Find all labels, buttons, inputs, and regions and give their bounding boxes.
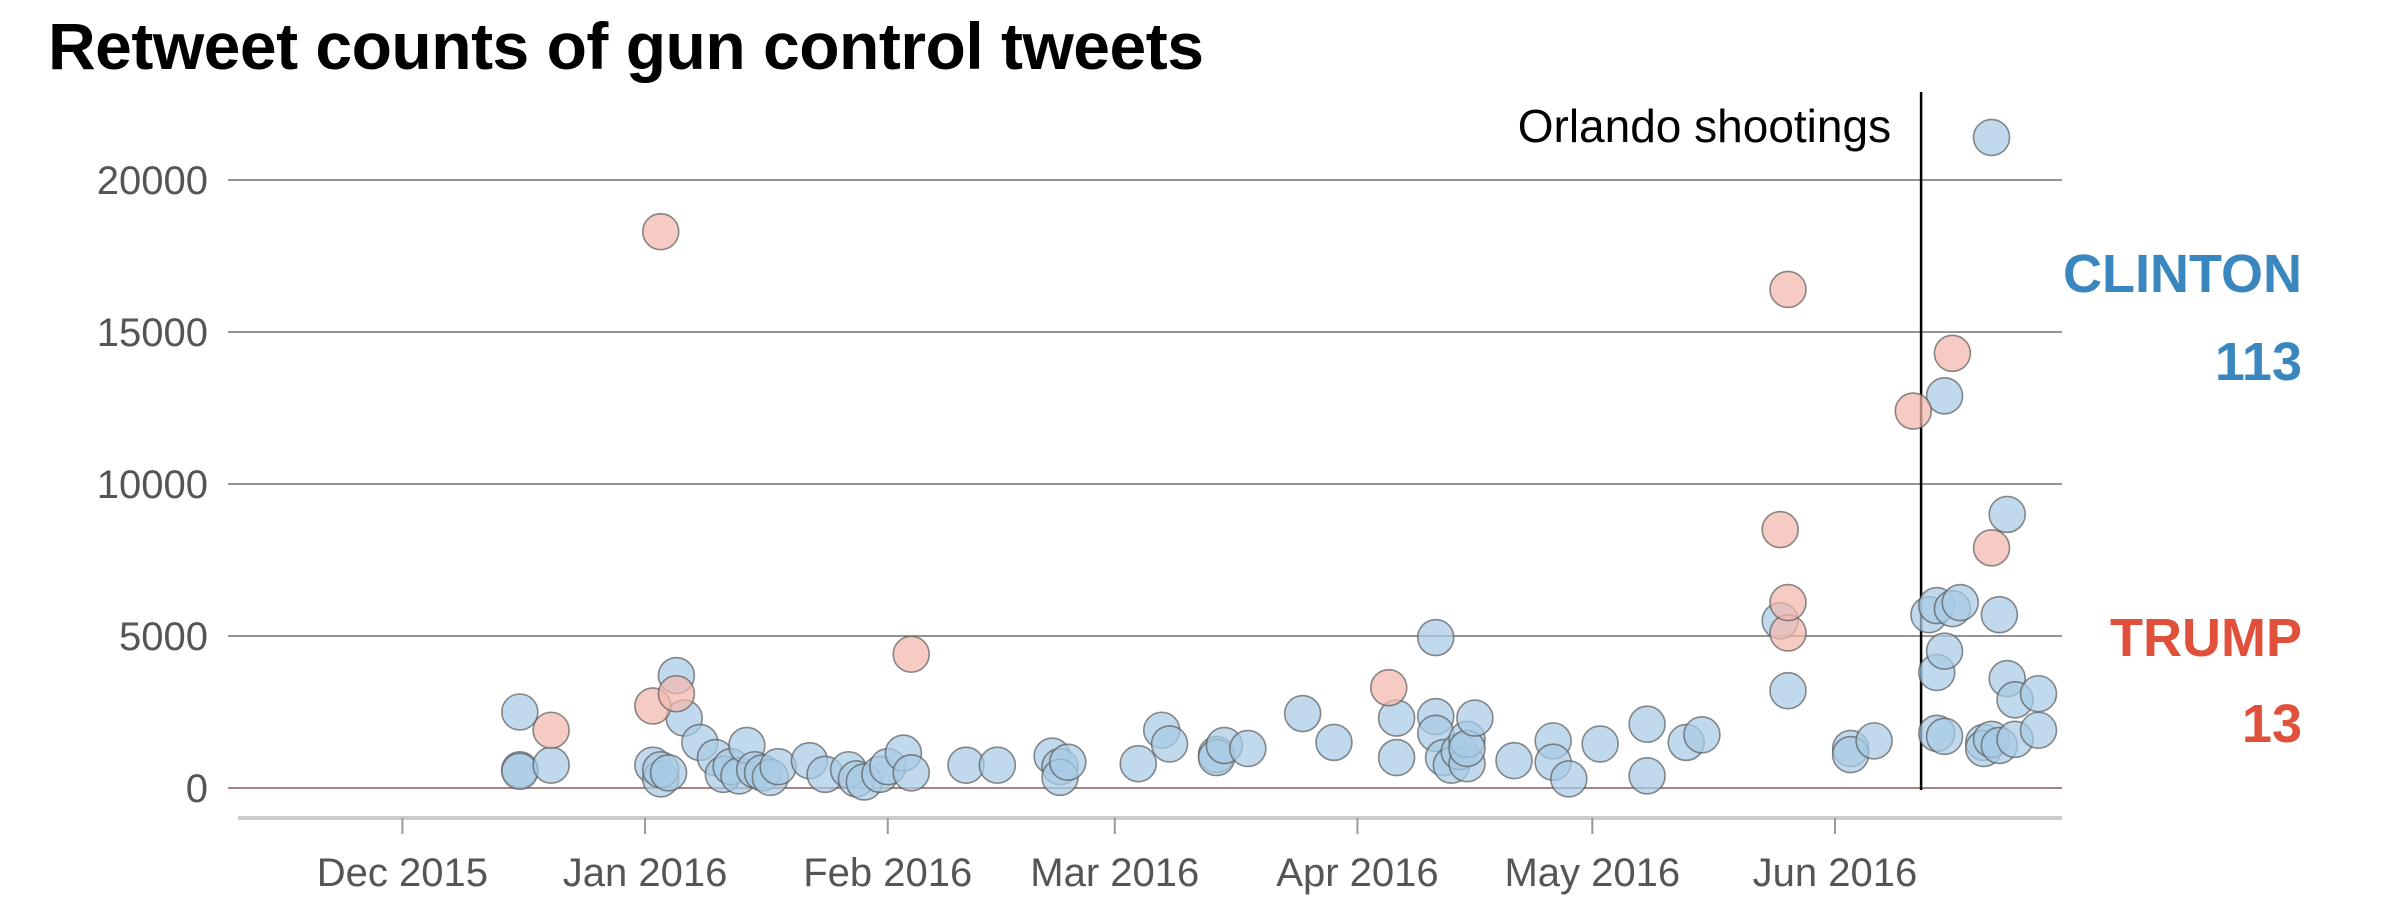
clinton-point	[1377, 738, 1416, 777]
clinton-label: CLINTON	[2063, 244, 2302, 304]
clinton-point	[892, 753, 931, 792]
clinton-point	[1628, 705, 1666, 743]
clinton-point	[1628, 757, 1666, 795]
y-tick-label: 15000	[97, 311, 208, 355]
data-points	[501, 118, 2058, 801]
x-tick-label: Jan 2016	[563, 851, 728, 895]
clinton-point	[1988, 495, 2027, 534]
clinton-point	[532, 746, 570, 785]
clinton-point	[1769, 671, 1807, 710]
clinton-point	[1315, 723, 1353, 762]
y-tick-label: 20000	[97, 159, 208, 203]
clinton-point	[1550, 760, 1588, 798]
trump-point	[1761, 510, 1799, 549]
trump-label: TRUMP	[2110, 608, 2302, 668]
x-tick-label: Mar 2016	[1030, 851, 1199, 895]
clinton-point	[1925, 632, 1964, 671]
x-tick-label: Feb 2016	[803, 851, 972, 895]
clinton-point	[1283, 694, 1322, 733]
clinton-point	[1150, 725, 1189, 763]
clinton-point	[501, 693, 539, 731]
x-tick-label: Apr 2016	[1276, 851, 1438, 895]
clinton-point	[1925, 377, 1964, 415]
trump-point	[657, 674, 696, 713]
clinton-point	[759, 747, 797, 786]
trump-point	[1769, 583, 1807, 622]
clinton-count: 113	[2215, 332, 2302, 392]
clinton-point	[1855, 722, 1893, 760]
trump-point	[1369, 668, 1408, 707]
clinton-point	[1972, 118, 2011, 157]
clinton-point	[1980, 595, 2019, 634]
clinton-point	[978, 746, 1017, 785]
trump-point	[1972, 529, 2011, 567]
trump-point	[1769, 270, 1807, 309]
clinton-point	[1683, 715, 1721, 754]
y-tick-label: 0	[186, 767, 208, 811]
x-tick-label: May 2016	[1504, 851, 1680, 895]
trump-point	[532, 711, 570, 750]
clinton-point	[2019, 674, 2058, 713]
trump-point	[641, 212, 680, 251]
clinton-point	[1049, 743, 1087, 781]
trump-point	[1894, 392, 1933, 430]
grid-lines	[228, 179, 2062, 789]
trump-count: 13	[2242, 694, 2302, 754]
clinton-point	[501, 752, 539, 791]
clinton-point	[1229, 729, 1267, 768]
y-tick-label: 5000	[119, 615, 208, 659]
x-tick-label: Jun 2016	[1753, 851, 1918, 895]
clinton-point	[1495, 741, 1533, 780]
annotations: Orlando shootings	[1518, 92, 1923, 790]
clinton-point	[1941, 583, 1980, 622]
series-labels: CLINTON 113 TRUMP 13	[2063, 244, 2302, 754]
clinton-point	[649, 753, 688, 792]
trump-point	[892, 635, 931, 674]
trump-point	[1933, 334, 1972, 373]
y-tick-label: 10000	[97, 463, 208, 507]
orlando-event-label: Orlando shootings	[1518, 100, 1891, 152]
chart-title: Retweet counts of gun control tweets	[48, 9, 1204, 83]
clinton-point	[1925, 717, 1964, 756]
clinton-point	[1581, 725, 1619, 763]
clinton-point	[1416, 618, 1455, 657]
clinton-point	[2019, 711, 2058, 750]
clinton-point	[1456, 699, 1494, 737]
clinton-point	[1119, 744, 1158, 783]
x-tick-label: Dec 2015	[317, 851, 488, 895]
axes: 0 5000 10000 15000 20000 Dec 2015 Jan 2016 Feb …	[97, 159, 2062, 895]
